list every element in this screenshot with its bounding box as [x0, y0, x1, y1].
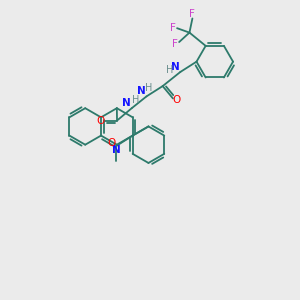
Text: H: H — [166, 65, 174, 76]
Text: H: H — [132, 95, 139, 105]
Text: F: F — [170, 23, 176, 33]
Text: F: F — [190, 9, 195, 19]
Text: O: O — [107, 138, 115, 148]
Text: H: H — [145, 83, 152, 93]
Text: N: N — [122, 98, 131, 108]
Text: O: O — [172, 95, 181, 105]
Text: N: N — [137, 86, 146, 96]
Text: N: N — [171, 62, 179, 72]
Text: F: F — [172, 38, 178, 49]
Text: O: O — [96, 116, 104, 126]
Text: N: N — [112, 145, 121, 155]
